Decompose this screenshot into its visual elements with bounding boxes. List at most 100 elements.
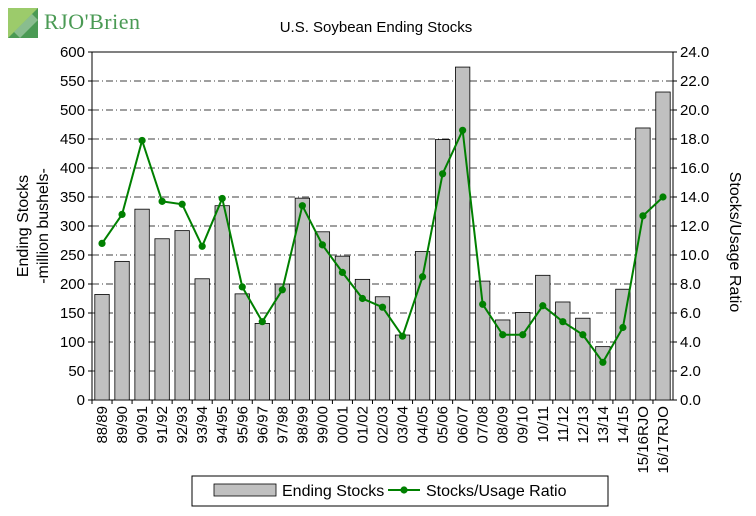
- x-tick-label: 07/08: [475, 406, 492, 444]
- stocks-usage-point: [418, 273, 427, 281]
- y-tick-label: 500: [60, 102, 85, 119]
- bar-ending-stocks: [214, 205, 230, 401]
- y-tick-label: 100: [60, 334, 85, 351]
- y-axis-subtitle: -million bushels-: [35, 168, 52, 284]
- stocks-usage-point: [599, 358, 607, 366]
- x-tick-label: 97/98: [274, 406, 291, 444]
- bar-ending-stocks: [394, 334, 411, 401]
- y2-tick-label: 2.0: [680, 363, 701, 380]
- y-tick-label: 400: [60, 160, 85, 177]
- x-tick-label: 11/12: [555, 406, 572, 442]
- bar-ending-stocks: [234, 293, 250, 401]
- logo-mark-icon: [8, 8, 38, 38]
- bar-ending-stocks: [114, 260, 130, 401]
- bar-ending-stocks: [535, 274, 551, 401]
- y2-tick-label: 10.0: [680, 247, 709, 264]
- x-tick-label: 91/92: [154, 406, 171, 444]
- x-tick-label: 09/10: [515, 406, 532, 444]
- stocks-usage-point: [238, 283, 246, 291]
- y2-tick-label: 24.0: [680, 44, 709, 61]
- bar-ending-stocks: [495, 319, 511, 401]
- stocks-usage-point: [278, 286, 286, 294]
- x-tick-label: 15/16RJO: [635, 406, 652, 474]
- stocks-usage-point: [499, 331, 507, 339]
- bar-ending-stocks: [455, 66, 471, 401]
- x-tick-label: 94/95: [214, 406, 231, 444]
- y2-axis-title: Stocks/Usage Ratio: [726, 172, 743, 313]
- bar-ending-stocks: [194, 278, 210, 401]
- stocks-usage-point: [218, 194, 226, 203]
- stocks-usage-point: [559, 318, 567, 326]
- bar-ending-stocks: [274, 283, 290, 401]
- x-tick-label: 05/06: [435, 406, 452, 444]
- x-tick-label: 14/15: [615, 406, 632, 444]
- x-tick-label: 98/99: [294, 406, 311, 444]
- bar-ending-stocks: [314, 231, 331, 401]
- stocks-usage-point: [659, 193, 667, 201]
- x-tick-label: 90/91: [134, 406, 151, 444]
- y-tick-label: 150: [60, 305, 85, 322]
- y-tick-label: 250: [60, 247, 85, 264]
- y2-tick-label: 20.0: [680, 102, 709, 119]
- stocks-usage-point: [138, 136, 146, 145]
- stocks-usage-point: [459, 126, 467, 134]
- bar-ending-stocks: [555, 301, 571, 401]
- x-tick-label: 88/89: [94, 406, 111, 444]
- y2-tick-label: 4.0: [680, 334, 701, 351]
- bar-ending-stocks: [354, 278, 371, 401]
- y-tick-label: 450: [60, 131, 85, 148]
- stocks-usage-point: [258, 318, 266, 326]
- legend-label-ending-stocks: Ending Stocks: [282, 483, 384, 500]
- x-tick-label: 16/17RJO: [655, 406, 672, 474]
- bar-ending-stocks: [94, 294, 110, 401]
- y2-tick-label: 0.0: [680, 392, 701, 409]
- x-tick-label: 95/96: [234, 406, 251, 444]
- stocks-usage-point: [439, 170, 447, 178]
- stocks-usage-point: [378, 303, 387, 311]
- x-tick-label: 89/90: [114, 406, 131, 444]
- bar-ending-stocks: [334, 255, 351, 401]
- x-tick-label: 08/09: [495, 406, 512, 444]
- y-tick-label: 350: [60, 189, 85, 206]
- bar-ending-stocks: [635, 127, 651, 401]
- y-tick-label: 300: [60, 218, 85, 235]
- y-tick-label: 200: [60, 276, 85, 293]
- stocks-usage-point: [98, 239, 106, 247]
- stocks-usage-point: [639, 212, 647, 220]
- chart-title: U.S. Soybean Ending Stocks: [280, 19, 473, 36]
- bar-ending-stocks: [154, 238, 170, 401]
- stocks-usage-point: [519, 331, 527, 339]
- stocks-usage-point: [579, 331, 587, 339]
- bar-ending-stocks: [254, 323, 270, 401]
- legend-swatch-point: [400, 486, 408, 494]
- rjobrien-logo: RJO'Brien: [8, 8, 148, 38]
- stocks-usage-point: [318, 241, 326, 249]
- bar-ending-stocks: [515, 312, 531, 401]
- legend-label-stocks-usage: Stocks/Usage Ratio: [426, 483, 567, 500]
- stocks-usage-point: [298, 202, 306, 210]
- bar-ending-stocks: [595, 346, 611, 401]
- y-axis-title: Ending Stocks: [15, 175, 32, 277]
- stocks-usage-point: [158, 197, 166, 205]
- x-tick-label: 10/11: [535, 406, 552, 442]
- y2-tick-label: 6.0: [680, 305, 701, 322]
- x-tick-label: 92/93: [174, 406, 191, 444]
- stocks-usage-point: [398, 332, 407, 340]
- y2-tick-label: 18.0: [680, 131, 709, 148]
- bar-ending-stocks: [615, 288, 631, 401]
- stocks-usage-point: [178, 200, 186, 208]
- y-tick-label: 600: [60, 44, 85, 61]
- x-tick-label: 04/05: [415, 406, 432, 444]
- logo-wordmark: RJO'Brien: [44, 9, 141, 34]
- x-tick-label: 02/03: [375, 406, 392, 444]
- stocks-usage-point: [358, 294, 367, 303]
- y2-tick-label: 8.0: [680, 276, 701, 293]
- x-tick-label: 99/00: [314, 406, 331, 444]
- y2-tick-label: 22.0: [680, 73, 709, 90]
- stocks-usage-point: [619, 323, 627, 332]
- bar-ending-stocks: [174, 230, 190, 401]
- stocks-usage-point: [338, 268, 347, 276]
- x-tick-label: 06/07: [455, 406, 472, 444]
- stocks-usage-point: [479, 300, 487, 308]
